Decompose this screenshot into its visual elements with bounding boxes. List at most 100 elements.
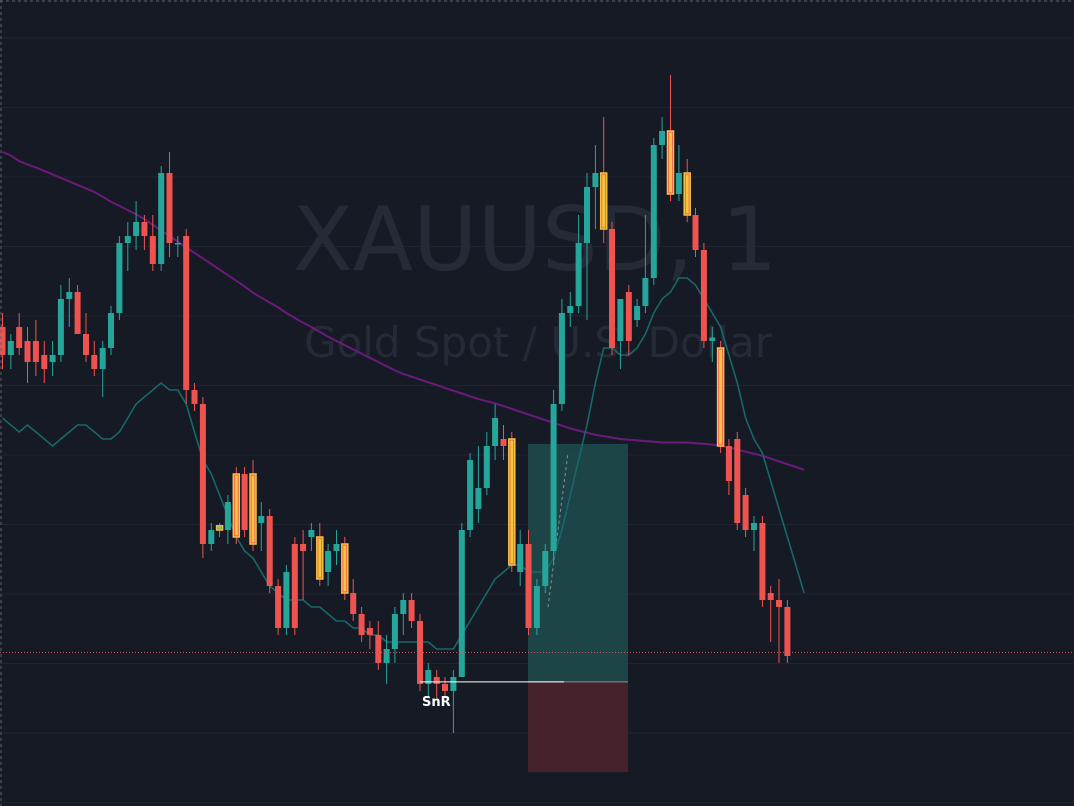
- candle: [191, 383, 198, 411]
- candle: [350, 579, 357, 621]
- candle: [300, 530, 307, 600]
- candle-body: [609, 229, 615, 348]
- candle: [91, 341, 98, 376]
- candle-body: [408, 600, 415, 621]
- candle-body: [57, 299, 64, 355]
- candle-body-highlight: [685, 174, 689, 214]
- candle-body: [442, 684, 448, 691]
- position-loss-zone: [528, 681, 628, 773]
- candle-body: [542, 551, 549, 586]
- watermark-description: Gold Spot / U.S. Dollar: [304, 318, 773, 367]
- candle: [625, 285, 632, 355]
- candle-body: [7, 341, 14, 355]
- candle-body: [450, 677, 457, 691]
- candle: [141, 215, 148, 250]
- candle: [275, 579, 282, 635]
- candle-body: [558, 313, 565, 404]
- candle-body-highlight: [218, 527, 222, 529]
- candle-body: [41, 355, 48, 369]
- candle-body-highlight: [343, 545, 347, 592]
- candle: [592, 145, 599, 229]
- candle: [308, 523, 315, 551]
- candle-body: [734, 439, 741, 523]
- candle: [66, 278, 73, 327]
- candle: [500, 425, 507, 460]
- candle-body: [275, 586, 282, 628]
- candle: [642, 215, 649, 313]
- candle-body: [525, 544, 532, 628]
- candle: [617, 299, 624, 369]
- candle: [575, 215, 582, 313]
- candle-body: [433, 677, 440, 684]
- candle: [666, 75, 675, 201]
- candle-body: [475, 488, 482, 509]
- candle: [24, 327, 31, 383]
- candles: [0, 75, 791, 733]
- candle-body: [16, 327, 23, 348]
- candle: [224, 495, 231, 544]
- candle-body-highlight: [234, 475, 238, 536]
- candle: [149, 215, 156, 271]
- candle-body: [675, 173, 682, 194]
- snr-label: SnR: [422, 695, 451, 710]
- candle-body: [124, 236, 131, 243]
- candle-body: [592, 173, 599, 187]
- candle: [442, 677, 448, 698]
- candle: [375, 621, 382, 670]
- candle: [83, 313, 89, 362]
- candle-body: [759, 523, 766, 600]
- candle: [709, 327, 716, 362]
- candle: [650, 138, 657, 285]
- candle-body: [492, 418, 499, 446]
- candle-body: [224, 502, 231, 530]
- candle: [291, 537, 298, 635]
- candle-body: [66, 292, 73, 299]
- candle-body: [174, 243, 181, 245]
- candle: [99, 341, 106, 397]
- candle-body: [74, 292, 81, 334]
- candle: [74, 285, 81, 334]
- candle: [258, 502, 265, 551]
- candle: [174, 236, 181, 257]
- candle-body: [550, 404, 557, 551]
- candle-body: [650, 145, 657, 278]
- snr-level[interactable]: SnR: [420, 681, 564, 710]
- candle: [492, 404, 499, 460]
- candle: [383, 635, 390, 684]
- candle: [266, 509, 273, 593]
- candle-body: [483, 446, 490, 488]
- candle: [742, 488, 749, 537]
- candle: [734, 432, 741, 530]
- long-position-tool[interactable]: [528, 443, 628, 773]
- candle-body: [283, 572, 290, 628]
- candle: [400, 593, 407, 635]
- candle: [659, 117, 666, 159]
- candle: [316, 523, 324, 586]
- candle-body: [500, 439, 507, 446]
- candle: [208, 523, 215, 551]
- candle-body: [642, 278, 649, 306]
- candle: [683, 159, 691, 222]
- candle-body: [358, 614, 365, 635]
- candle-body: [784, 607, 791, 656]
- candle-body: [467, 460, 474, 530]
- candle-body: [659, 131, 666, 145]
- candle: [467, 453, 474, 537]
- candle: [475, 446, 482, 523]
- candle: [133, 201, 140, 250]
- candle-body: [91, 355, 98, 369]
- candle: [599, 117, 608, 243]
- candle: [542, 544, 549, 593]
- candle-body: [458, 530, 465, 677]
- candle: [366, 621, 373, 649]
- candle: [759, 516, 766, 607]
- candle-body-highlight: [510, 440, 514, 564]
- candle-body: [533, 586, 540, 628]
- candle-body: [49, 355, 56, 362]
- candle-body: [166, 173, 173, 243]
- candle-body: [99, 348, 106, 369]
- candle-body: [83, 334, 89, 355]
- candle-body-highlight: [669, 132, 672, 193]
